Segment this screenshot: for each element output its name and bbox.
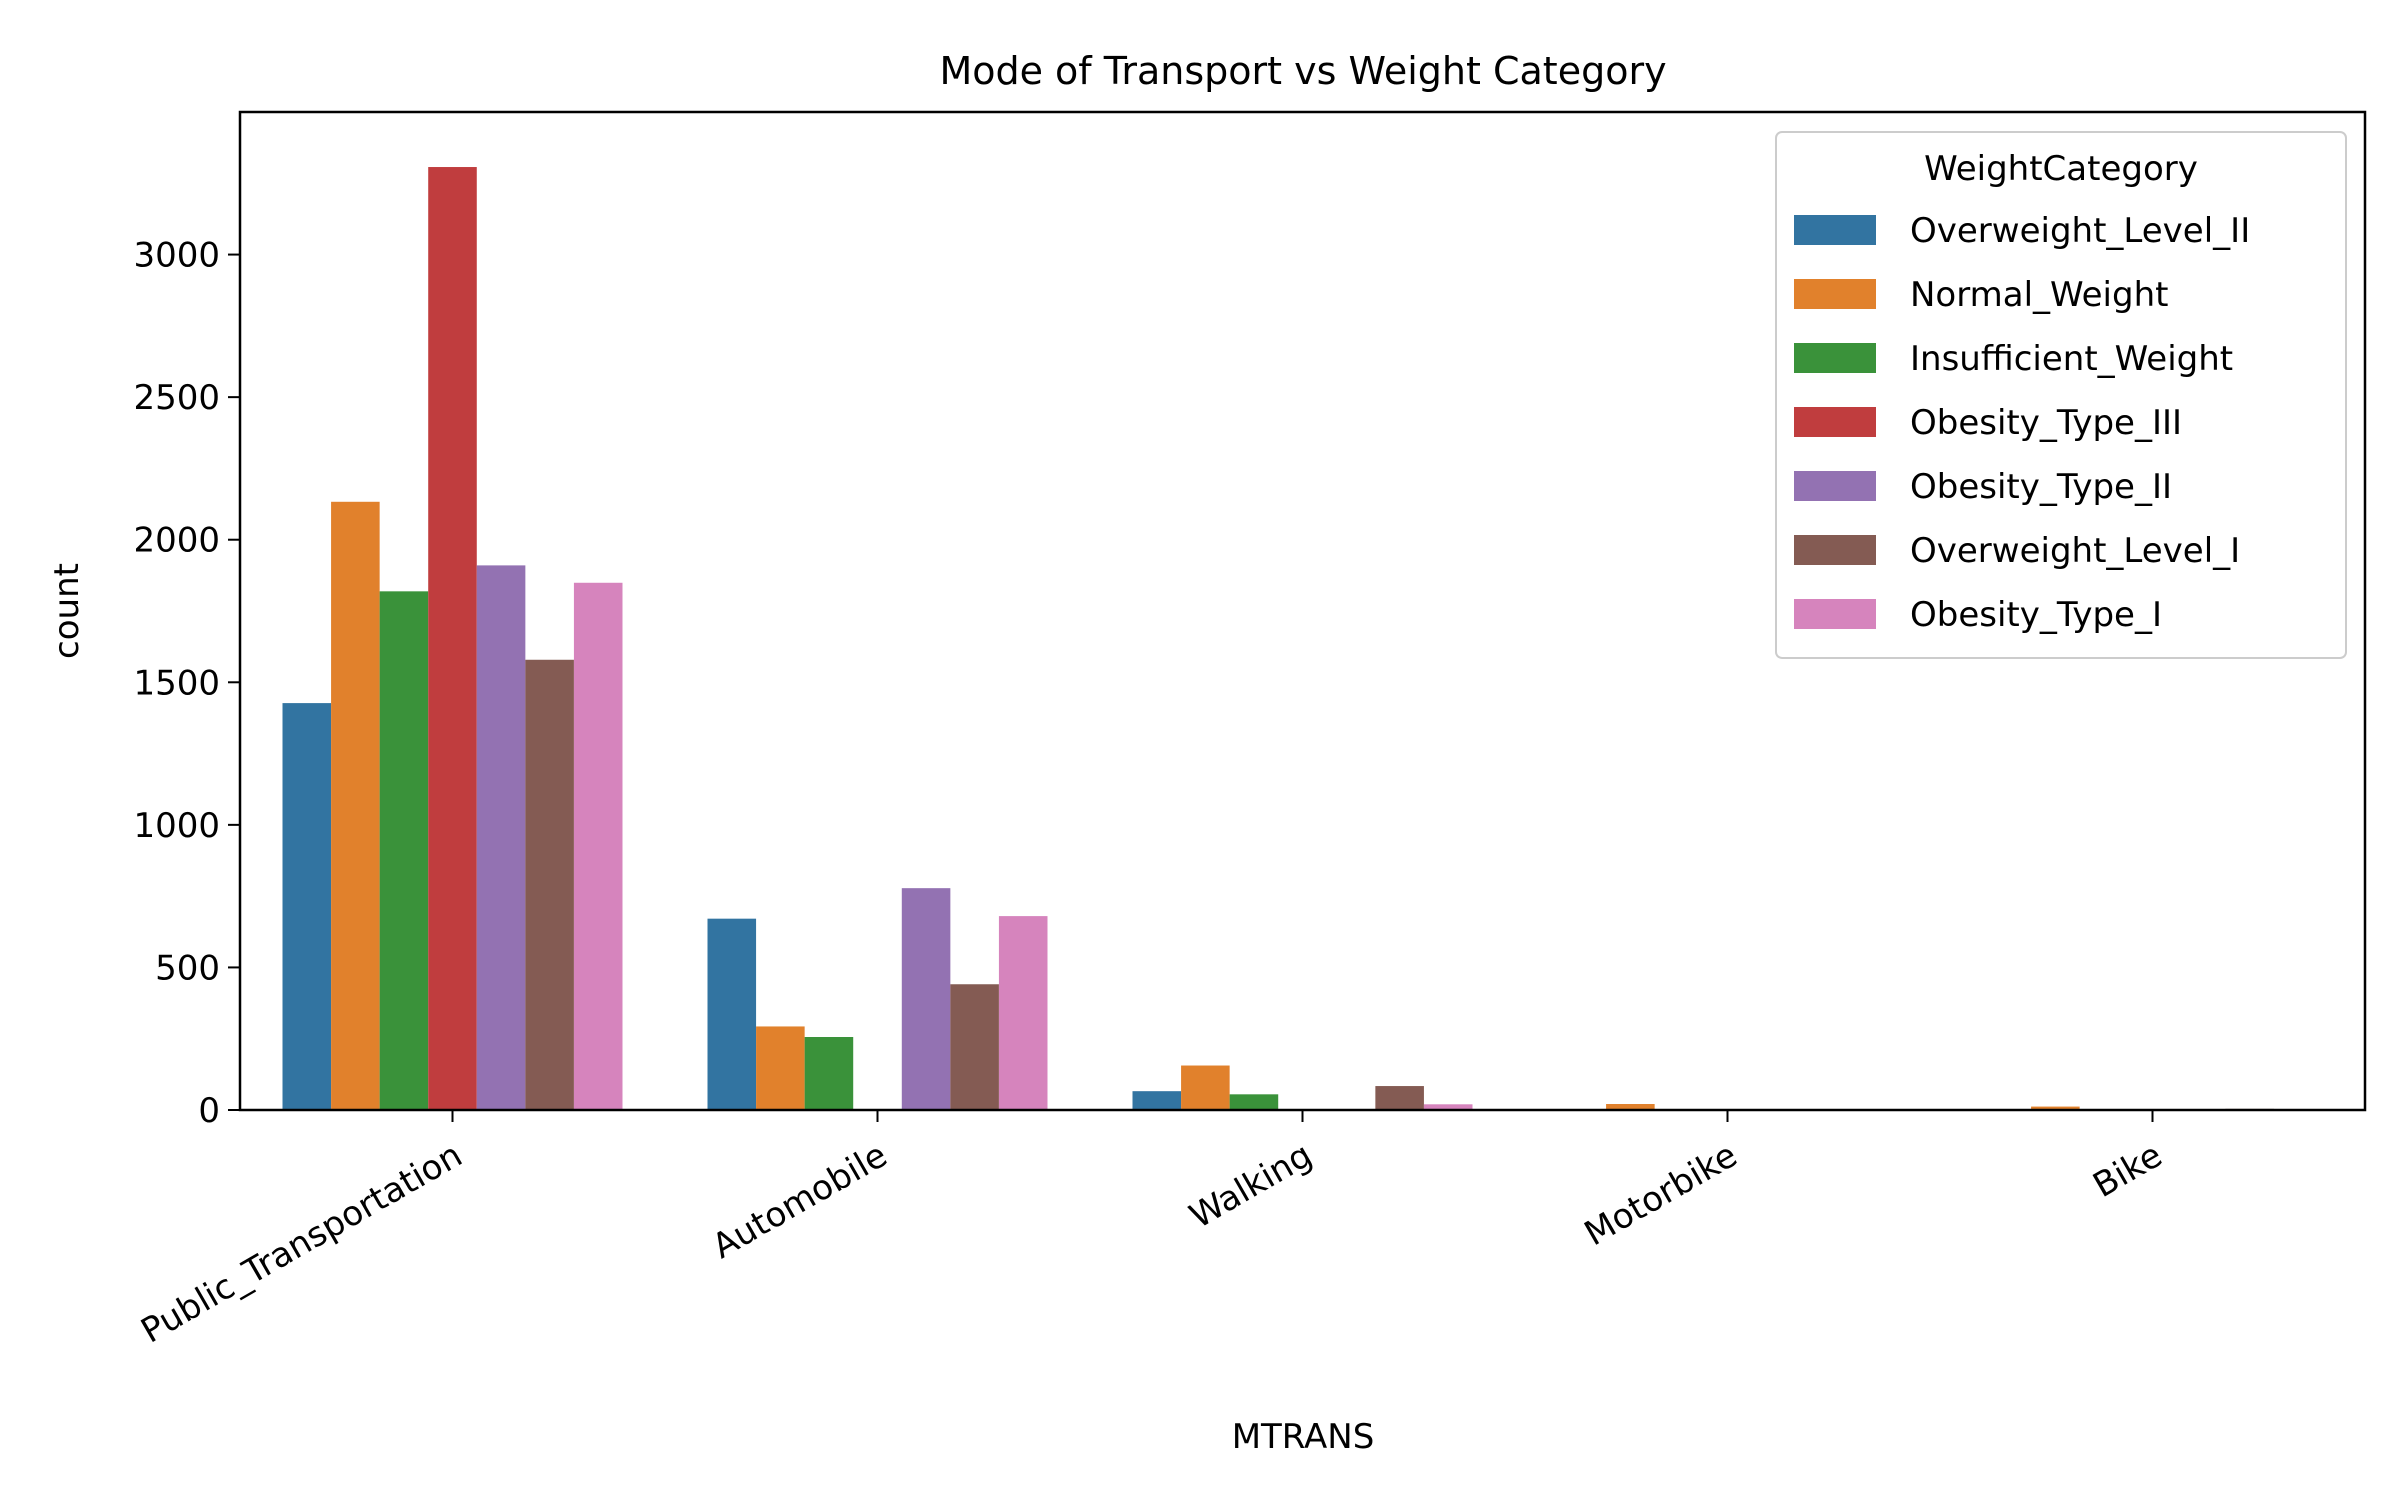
bars-layer xyxy=(282,167,2274,1110)
legend-frame xyxy=(1775,131,2347,659)
legend-swatch xyxy=(1794,471,1876,501)
x-tick-label: Automobile xyxy=(706,1135,894,1267)
bar xyxy=(476,565,526,1110)
legend-title: WeightCategory xyxy=(1924,149,2198,189)
x-tick-label: Motorbike xyxy=(1578,1135,1744,1254)
legend-swatch xyxy=(1794,599,1876,629)
y-axis: 0 500 1000 1500 2000 2500 3000 xyxy=(133,236,240,1131)
bar xyxy=(379,591,429,1110)
x-axis: Public_Transportation Automobile Walking Mo… xyxy=(135,1110,2169,1351)
y-tick-label: 1000 xyxy=(133,806,220,846)
legend-label: Obesity_Type_I xyxy=(1910,595,2162,635)
bar xyxy=(573,582,623,1110)
legend-label: Insufficient_Weight xyxy=(1910,339,2233,379)
bar xyxy=(804,1037,854,1110)
bar xyxy=(282,703,332,1110)
y-tick-label: 3000 xyxy=(133,236,220,276)
y-tick-label: 0 xyxy=(198,1091,220,1131)
legend-swatch xyxy=(1794,215,1876,245)
legend-label: Obesity_Type_II xyxy=(1910,467,2172,507)
bar xyxy=(1229,1094,1279,1110)
x-tick-label: Public_Transportation xyxy=(135,1135,469,1351)
bar xyxy=(1375,1086,1424,1110)
y-tick-label: 2000 xyxy=(133,521,220,561)
legend-label: Obesity_Type_III xyxy=(1910,403,2182,443)
bar xyxy=(331,501,380,1110)
bar xyxy=(950,984,999,1110)
legend-swatch xyxy=(1794,343,1876,373)
bar xyxy=(901,888,951,1110)
bar xyxy=(2031,1106,2080,1110)
x-axis-label: MTRANS xyxy=(1232,1417,1375,1457)
bar xyxy=(756,1026,805,1110)
y-axis-label: count xyxy=(47,563,87,659)
bar xyxy=(998,916,1048,1110)
bar xyxy=(1423,1104,1473,1110)
legend-label: Normal_Weight xyxy=(1910,275,2168,315)
x-tick-label: Bike xyxy=(2086,1135,2169,1206)
legend-swatch xyxy=(1794,407,1876,437)
bar xyxy=(525,659,574,1110)
y-tick-label: 2500 xyxy=(133,378,220,418)
bar xyxy=(1132,1091,1182,1110)
y-tick-label: 1500 xyxy=(133,663,220,703)
bar xyxy=(1181,1065,1230,1110)
legend-swatch xyxy=(1794,279,1876,309)
bar xyxy=(428,167,477,1110)
bar xyxy=(707,918,757,1110)
legend: WeightCategory Overweight_Level_II Normal… xyxy=(1775,131,2347,659)
legend-label: Overweight_Level_I xyxy=(1910,531,2240,571)
chart-title: Mode of Transport vs Weight Category xyxy=(939,49,1666,93)
y-tick-label: 500 xyxy=(155,948,220,988)
bar xyxy=(1606,1104,1655,1110)
legend-label: Overweight_Level_II xyxy=(1910,211,2250,251)
x-tick-label: Walking xyxy=(1183,1135,1319,1237)
legend-swatch xyxy=(1794,535,1876,565)
legend-items: Overweight_Level_II Normal_Weight Insuffic… xyxy=(1794,211,2250,635)
